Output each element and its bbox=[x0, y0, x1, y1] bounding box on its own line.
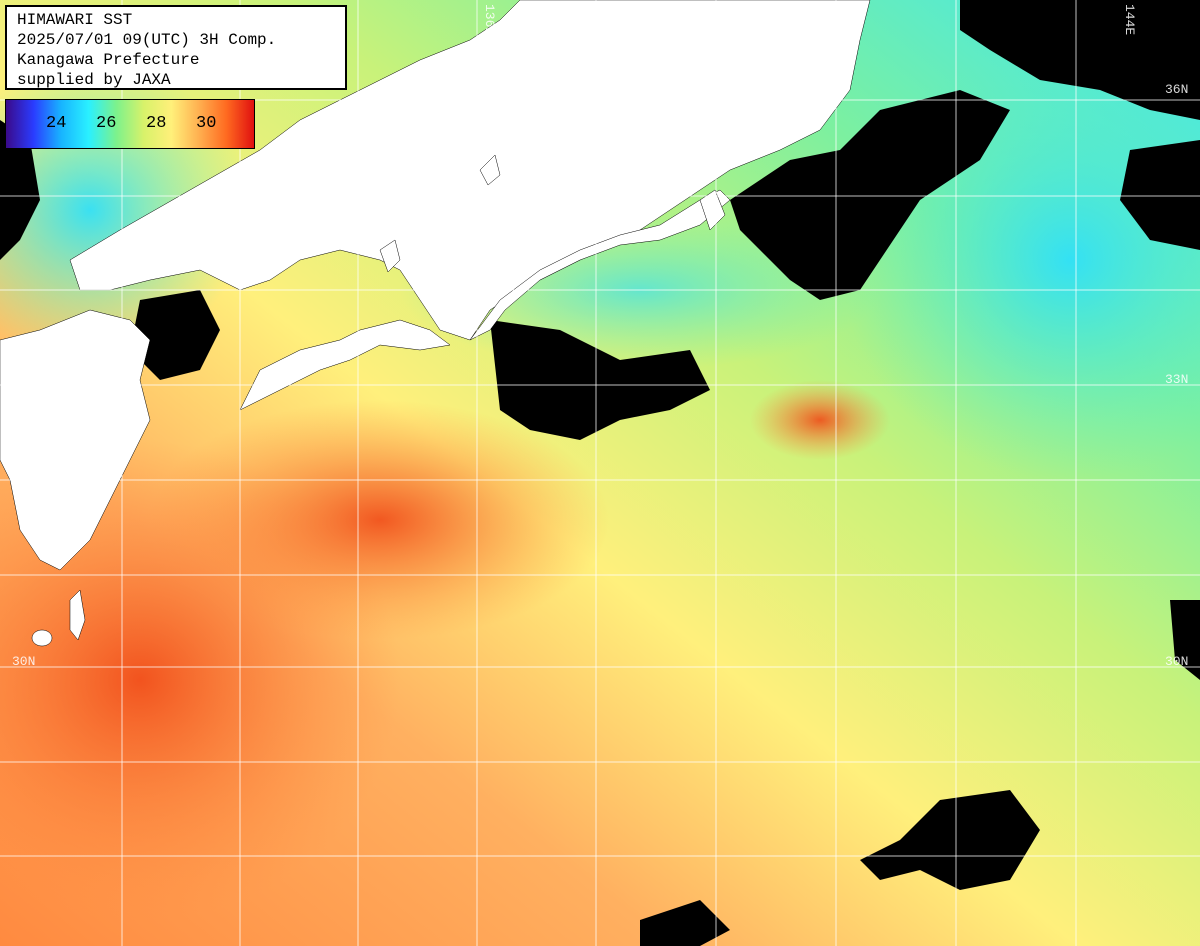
lat-label-36n: 36N bbox=[1165, 82, 1189, 97]
warm-eddy bbox=[750, 380, 890, 460]
colorbar-tick-30: 30 bbox=[196, 114, 217, 133]
info-region: Kanagawa Prefecture bbox=[17, 51, 200, 69]
warm-area-south-shikoku bbox=[150, 400, 610, 640]
colorbar-tick-26: 26 bbox=[96, 114, 117, 133]
lat-label-30n-left: 30N bbox=[12, 654, 36, 669]
info-box: HIMAWARI SST 2025/07/01 09(UTC) 3H Comp.… bbox=[5, 5, 347, 90]
land-masses bbox=[0, 0, 871, 647]
lon-label-136e: 136E bbox=[482, 4, 497, 36]
info-title: HIMAWARI SST bbox=[17, 11, 133, 29]
lon-label-144e: 144E bbox=[1122, 4, 1137, 36]
lat-label-33n: 33N bbox=[1165, 372, 1189, 387]
info-source: supplied by JAXA bbox=[17, 71, 171, 89]
lat-label-30n-right: 30N bbox=[1165, 654, 1189, 669]
temperature-colorbar: 24 26 28 30 bbox=[5, 99, 255, 149]
info-datetime: 2025/07/01 09(UTC) 3H Comp. bbox=[17, 31, 277, 49]
colorbar-tick-24: 24 bbox=[46, 114, 67, 133]
colorbar-tick-28: 28 bbox=[146, 114, 167, 133]
